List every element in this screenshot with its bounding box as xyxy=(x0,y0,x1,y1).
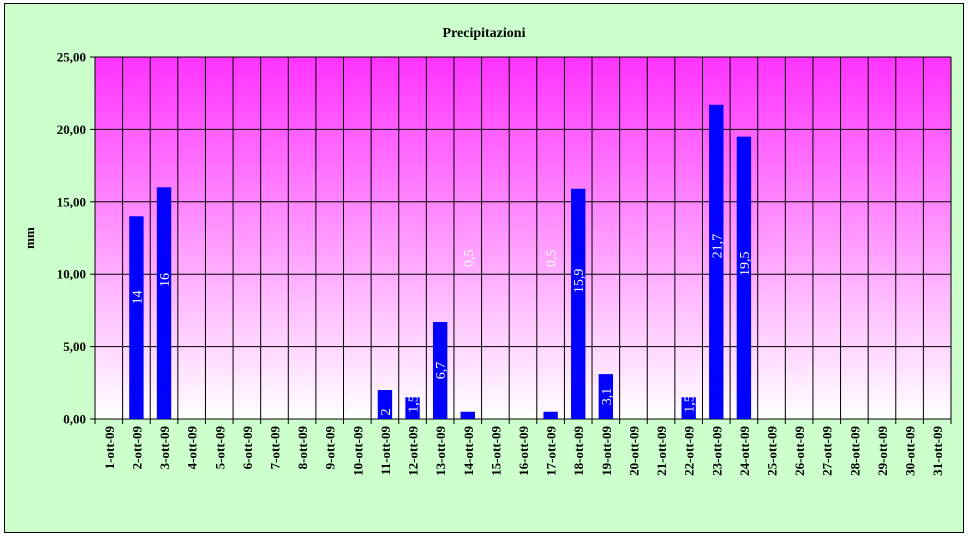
data-label: 2 xyxy=(379,409,394,416)
data-label: 3,1 xyxy=(600,388,615,406)
x-tick-label: 23-ott-09 xyxy=(709,426,724,476)
data-label: 1,5 xyxy=(407,395,422,413)
x-tick-label: 17-ott-09 xyxy=(544,426,559,476)
x-tick-label: 12-ott-09 xyxy=(406,426,421,476)
x-tick-label: 27-ott-09 xyxy=(820,426,835,476)
x-tick-label: 8-ott-09 xyxy=(295,426,310,470)
x-tick-label: 1-ott-09 xyxy=(102,426,117,470)
x-axis-ticks: 1-ott-09 2-ott-09 3-ott-09 4-ott-09 5-ott-09… xyxy=(94,419,952,476)
bar-19-ott-09 xyxy=(598,374,614,419)
bar-17-ott-09 xyxy=(543,411,558,419)
data-label: 0,5 xyxy=(462,249,477,267)
y-axis-label: mm xyxy=(22,227,37,249)
data-label: 0,5 xyxy=(545,249,560,267)
y-tick-label: 25,00 xyxy=(57,50,86,65)
bar-11-ott-09 xyxy=(377,390,393,419)
x-tick-label: 11-ott-09 xyxy=(378,426,393,476)
plot-area xyxy=(94,56,952,420)
x-tick-label: 25-ott-09 xyxy=(765,426,780,476)
data-label: 6,7 xyxy=(434,362,449,380)
y-axis-ticks: 0,00 5,00 10,00 15,00 20,00 25,00 xyxy=(57,50,95,427)
x-tick-label: 10-ott-09 xyxy=(350,426,365,476)
x-tick-label: 16-ott-09 xyxy=(516,426,531,476)
data-label: 16 xyxy=(158,273,173,287)
data-label: 15,9 xyxy=(572,269,587,294)
chart-title: Precipitazioni xyxy=(443,26,526,41)
data-label: 19,5 xyxy=(738,251,753,276)
x-tick-label: 20-ott-09 xyxy=(626,426,641,476)
y-tick-label: 10,00 xyxy=(57,267,86,282)
x-tick-label: 9-ott-09 xyxy=(323,426,338,470)
x-tick-label: 14-ott-09 xyxy=(461,426,476,476)
bar-12-ott-09 xyxy=(405,397,420,419)
data-label: 1,5 xyxy=(683,395,698,413)
x-tick-label: 4-ott-09 xyxy=(185,426,200,470)
y-tick-label: 15,00 xyxy=(57,194,86,209)
bars xyxy=(129,104,752,419)
x-tick-label: 19-ott-09 xyxy=(599,426,614,476)
x-tick-label: 2-ott-09 xyxy=(129,426,144,470)
grid-lines xyxy=(94,56,952,420)
y-tick-label: 20,00 xyxy=(57,122,86,137)
bar-22-ott-09 xyxy=(681,397,696,419)
x-tick-label: 24-ott-09 xyxy=(737,426,752,476)
x-tick-label: 6-ott-09 xyxy=(240,426,255,470)
data-labels: 14 16 2 1,5 6,7 0,5 0,5 15,9 3,1 1,5 21,7 19,5 xyxy=(130,234,752,416)
y-tick-label: 5,00 xyxy=(63,339,86,354)
x-tick-label: 30-ott-09 xyxy=(903,426,918,476)
x-tick-label: 15-ott-09 xyxy=(488,426,503,476)
x-tick-label: 29-ott-09 xyxy=(875,426,890,476)
data-label: 21,7 xyxy=(710,234,725,259)
x-tick-label: 28-ott-09 xyxy=(847,426,862,476)
x-tick-label: 18-ott-09 xyxy=(571,426,586,476)
data-label: 14 xyxy=(130,290,145,304)
x-tick-label: 26-ott-09 xyxy=(792,426,807,476)
bar-13-ott-09 xyxy=(432,321,448,419)
x-tick-label: 3-ott-09 xyxy=(157,426,172,470)
bar-2-ott-09 xyxy=(129,216,144,419)
x-tick-label: 13-ott-09 xyxy=(433,426,448,476)
bar-3-ott-09 xyxy=(156,187,172,419)
bar-24-ott-09 xyxy=(736,136,752,419)
x-tick-label: 31-ott-09 xyxy=(930,426,945,476)
bar-23-ott-09 xyxy=(709,104,724,419)
x-tick-label: 5-ott-09 xyxy=(212,426,227,470)
y-tick-label: 0,00 xyxy=(63,412,86,427)
x-tick-label: 7-ott-09 xyxy=(267,426,282,470)
x-tick-label: 22-ott-09 xyxy=(682,426,697,476)
x-tick-label: 21-ott-09 xyxy=(654,426,669,476)
bar-18-ott-09 xyxy=(571,188,586,419)
bar-14-ott-09 xyxy=(460,411,475,419)
